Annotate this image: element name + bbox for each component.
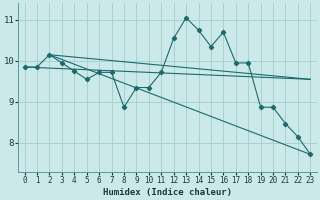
X-axis label: Humidex (Indice chaleur): Humidex (Indice chaleur) xyxy=(103,188,232,197)
